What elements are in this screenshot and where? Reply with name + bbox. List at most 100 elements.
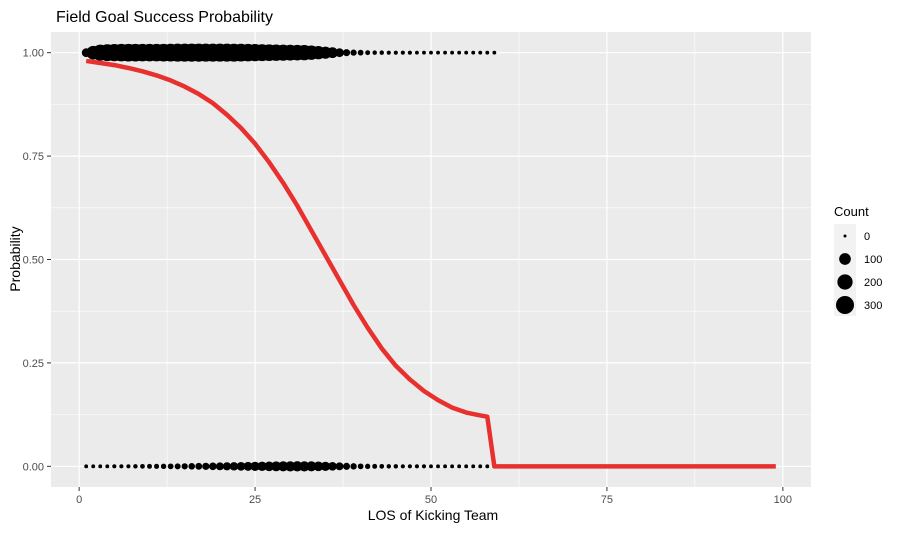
data-point-fail: [393, 464, 399, 469]
data-point-fail: [147, 463, 152, 469]
data-point-success: [422, 50, 426, 55]
data-point-fail: [119, 464, 124, 469]
data-point-fail: [140, 463, 145, 469]
x-tick-label: 100: [774, 494, 792, 506]
data-point-fail: [271, 461, 282, 472]
data-point-fail: [243, 461, 253, 471]
data-point-fail: [457, 464, 462, 469]
data-point-fail: [202, 462, 210, 470]
data-point-success: [335, 48, 344, 58]
data-point-fail: [236, 461, 246, 471]
data-point-fail: [133, 464, 138, 469]
data-point-fail: [84, 464, 89, 469]
data-point-fail: [379, 463, 385, 469]
data-points: [81, 43, 497, 472]
legend-key-100: [839, 253, 851, 265]
x-tick-label: 0: [76, 494, 82, 506]
data-point-fail: [278, 461, 289, 472]
data-point-success: [478, 50, 483, 55]
data-point-fail: [350, 463, 357, 470]
data-point-fail: [112, 464, 117, 469]
y-tick-label: 0.25: [23, 358, 44, 370]
data-point-fail: [335, 462, 344, 471]
data-point-success: [429, 50, 433, 55]
chart-title: Field Goal Success Probability: [56, 9, 273, 26]
y-tick-label: 0.75: [23, 151, 44, 163]
data-point-fail: [421, 464, 427, 469]
data-point-fail: [464, 464, 469, 469]
x-tick-label: 75: [601, 494, 613, 506]
legend-title: Count: [834, 204, 869, 219]
data-point-fail: [126, 464, 131, 469]
y-axis-label: Probability: [7, 226, 23, 291]
legend-label-0: 0: [864, 231, 870, 243]
data-point-fail: [174, 463, 181, 470]
data-point-success: [485, 50, 490, 55]
legend: Count 0 100 200 300: [834, 204, 882, 316]
legend-label-300: 300: [864, 300, 882, 312]
data-point-fail: [153, 463, 160, 469]
data-point-success: [457, 50, 462, 55]
x-axis-label: LOS of Kicking Team: [368, 507, 498, 523]
data-point-fail: [485, 464, 490, 469]
data-point-success: [492, 50, 497, 55]
data-point-success: [393, 50, 398, 55]
data-point-success: [464, 50, 469, 55]
data-point-success: [365, 50, 371, 56]
data-point-fail: [306, 461, 317, 472]
data-point-fail: [167, 463, 174, 470]
y-tick-label: 0.00: [23, 461, 44, 473]
data-point-fail: [471, 464, 476, 469]
data-point-fail: [450, 464, 455, 469]
data-point-fail: [386, 464, 392, 469]
data-point-fail: [195, 462, 203, 470]
data-point-fail: [264, 461, 274, 472]
x-tick-label: 50: [425, 494, 437, 506]
data-point-fail: [257, 461, 267, 472]
data-point-fail: [209, 462, 217, 471]
data-point-success: [372, 50, 377, 55]
data-point-success: [450, 50, 455, 55]
data-point-fail: [222, 462, 232, 471]
data-point-success: [343, 49, 351, 57]
data-point-success: [379, 50, 384, 55]
data-point-success: [386, 50, 391, 55]
data-point-fail: [229, 462, 239, 471]
legend-key-200: [837, 274, 853, 290]
legend-key-background: [834, 224, 856, 316]
data-point-fail: [372, 463, 378, 469]
x-tick-label: 25: [249, 494, 261, 506]
data-point-fail: [357, 463, 364, 470]
data-point-fail: [292, 461, 303, 472]
data-point-success: [443, 50, 448, 55]
data-point-success: [471, 50, 476, 55]
data-point-fail: [188, 463, 196, 470]
data-point-fail: [443, 464, 448, 469]
data-point-fail: [160, 463, 167, 470]
data-point-success: [400, 50, 405, 55]
data-point-fail: [320, 461, 331, 471]
data-point-success: [357, 49, 364, 56]
legend-label-100: 100: [864, 254, 882, 266]
probability-curve: [85, 58, 776, 469]
data-point-success: [327, 47, 338, 59]
data-point-fail: [299, 461, 310, 472]
legend-key-300: [836, 296, 854, 314]
curve-line: [85, 58, 776, 469]
data-point-fail: [328, 462, 337, 471]
data-point-success: [436, 50, 440, 55]
data-point-fail: [215, 462, 224, 471]
axes: 0 25 50 75 100 0.00 0.25 0.50 0.75 1.00: [23, 48, 792, 506]
plot-panel: [51, 32, 811, 487]
y-tick-label: 0.50: [23, 255, 44, 267]
y-tick-label: 1.00: [23, 48, 44, 60]
data-point-fail: [407, 464, 412, 469]
data-point-fail: [429, 464, 433, 469]
data-point-success: [414, 50, 419, 55]
legend-key-0: [843, 234, 847, 238]
data-point-fail: [105, 464, 110, 469]
data-point-fail: [365, 463, 371, 469]
data-point-fail: [400, 464, 405, 469]
